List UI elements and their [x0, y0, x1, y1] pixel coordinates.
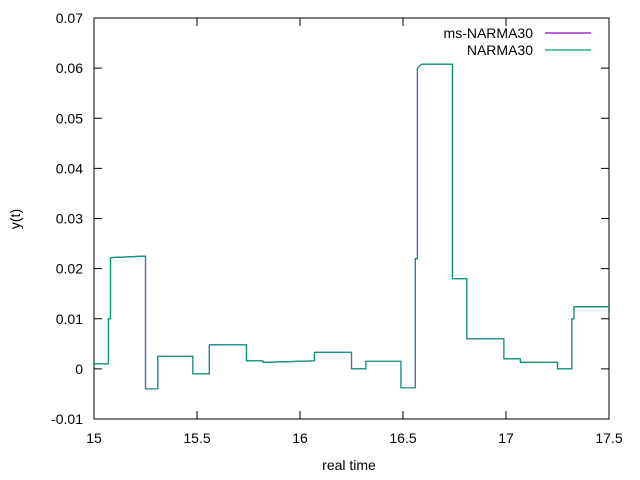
- y-tick-label: 0.05: [56, 110, 83, 126]
- y-axis: -0.01 0 0.01 0.02 0.03 0.04 0.05 0.06 0.07: [51, 10, 609, 427]
- x-axis-label: real time: [322, 457, 376, 473]
- x-tick-label: 17: [498, 430, 514, 446]
- series-layer: [94, 63, 609, 390]
- series-line-1: [94, 63, 609, 390]
- y-tick-label: 0.07: [56, 10, 83, 26]
- x-tick-label: 16.5: [389, 430, 416, 446]
- y-tick-label: 0.02: [56, 261, 83, 277]
- legend-label-1: NARMA30: [467, 42, 533, 58]
- y-tick-label: 0.04: [56, 160, 83, 176]
- y-tick-label: 0.01: [56, 311, 83, 327]
- y-tick-label: 0.06: [56, 60, 83, 76]
- y-tick-label: 0: [75, 361, 83, 377]
- x-axis: 15 15.5 16 16.5 17 17.5: [86, 18, 623, 446]
- x-tick-label: 17.5: [595, 430, 622, 446]
- legend-label-0: ms-NARMA30: [444, 25, 534, 41]
- series-line-0: [94, 63, 609, 390]
- y-tick-label: -0.01: [51, 411, 83, 427]
- legend: ms-NARMA30 NARMA30: [444, 25, 591, 58]
- y-axis-label: y(t): [7, 209, 23, 229]
- x-tick-label: 15.5: [183, 430, 210, 446]
- y-tick-label: 0.03: [56, 211, 83, 227]
- x-tick-label: 15: [86, 430, 102, 446]
- x-tick-label: 16: [292, 430, 308, 446]
